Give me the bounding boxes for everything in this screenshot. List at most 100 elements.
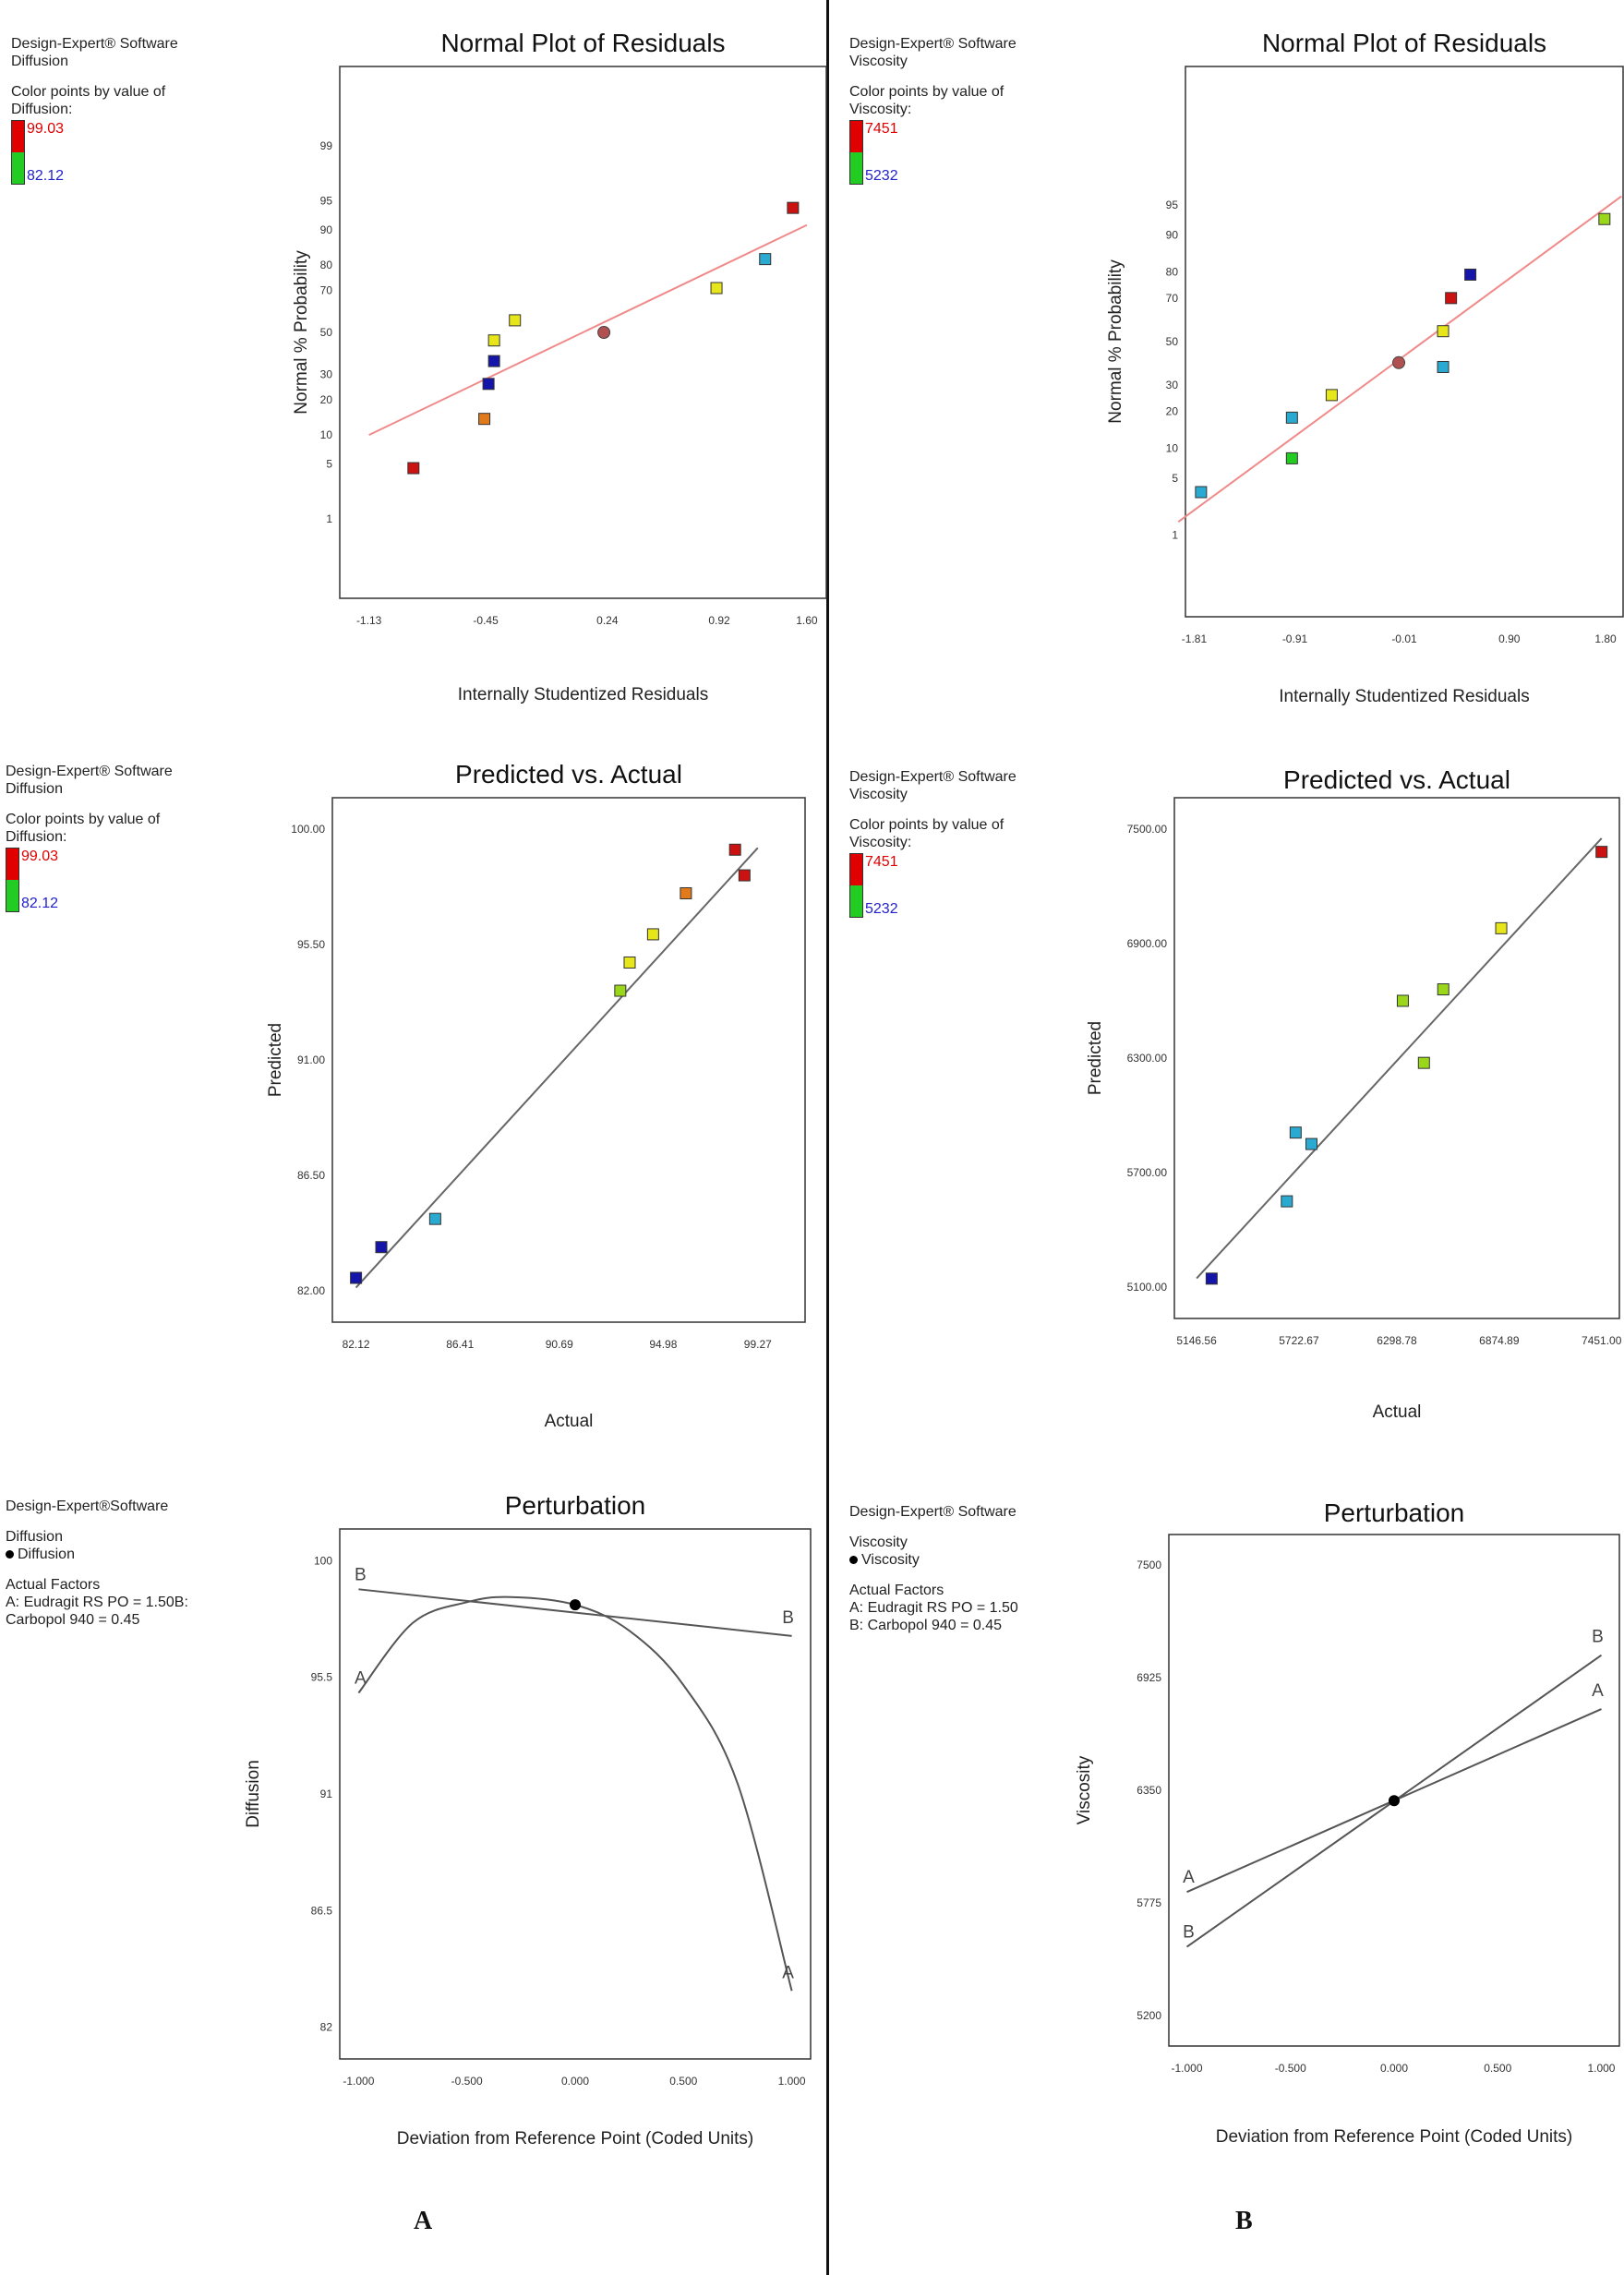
x-tick-label: 0.24	[596, 614, 619, 627]
data-point	[407, 462, 420, 475]
y-axis-label: Viscosity	[1075, 1755, 1094, 1824]
chart-title: Perturbation	[505, 1491, 646, 1520]
factors-title: Actual Factors	[849, 1583, 944, 1598]
x-axis-label: Actual	[545, 1412, 594, 1431]
x-tick-label: 5722.67	[1279, 1334, 1319, 1347]
y-tick-label: 99	[320, 139, 333, 152]
x-tick-label: 0.92	[708, 614, 730, 627]
x-tick-label: -1.13	[356, 614, 382, 627]
color-by-label-2: Viscosity:	[849, 835, 912, 850]
chart-title: Predicted vs. Actual	[1283, 765, 1510, 794]
data-point	[1396, 994, 1409, 1007]
y-tick-label: 5775	[1137, 1896, 1161, 1909]
legend-high: 99.03	[21, 849, 59, 864]
x-tick-label: 7451.00	[1582, 1334, 1622, 1347]
y-tick-label: 82	[320, 2021, 333, 2034]
x-tick-label: -0.500	[451, 2075, 483, 2088]
info-residuals-viscosity: Design-Expert® Software Viscosity Color …	[849, 35, 1017, 185]
series-label-end: B	[782, 1608, 794, 1628]
y-tick-label: 1	[1172, 528, 1178, 541]
info-residuals-diffusion: Design-Expert® Software Diffusion Color …	[11, 35, 178, 185]
x-axis-label: Deviation from Reference Point (Coded Un…	[1216, 2127, 1573, 2147]
y-tick-label: 20	[1166, 405, 1179, 418]
y-tick-label: 90	[320, 223, 333, 236]
response-label: Viscosity	[849, 787, 908, 802]
data-point	[1205, 1272, 1218, 1285]
data-point	[1417, 1056, 1430, 1069]
y-axis-label: Diffusion	[244, 1760, 263, 1828]
data-point	[1305, 1138, 1317, 1150]
x-tick-label: 6874.89	[1479, 1334, 1520, 1347]
data-point	[1437, 360, 1450, 373]
data-point	[1464, 268, 1477, 281]
x-tick-label: 94.98	[649, 1338, 677, 1351]
data-point	[1281, 1195, 1293, 1208]
y-tick-label: 30	[320, 367, 333, 380]
reference-point	[570, 1599, 581, 1611]
data-point	[1289, 1126, 1302, 1139]
series-line-B	[358, 1588, 792, 1637]
color-legend: 99.03 82.12	[6, 848, 173, 912]
y-tick-label: 5700.00	[1127, 1166, 1168, 1179]
legend-high: 7451	[865, 854, 898, 870]
legend-low: 5232	[865, 901, 898, 917]
series-label-start: A	[355, 1669, 367, 1689]
y-tick-label: 95	[1166, 199, 1179, 211]
data-point	[1437, 983, 1450, 996]
x-tick-label: -0.45	[473, 614, 499, 627]
y-tick-label: 100.00	[291, 823, 325, 836]
y-tick-label: 1	[326, 512, 332, 525]
x-tick-label: 90.69	[546, 1338, 573, 1351]
factor-a: A: Eudragit RS PO = 1.50B:	[6, 1595, 188, 1610]
y-tick-label: 86.50	[297, 1169, 325, 1182]
y-tick-label: 70	[320, 284, 333, 297]
y-tick-label: 86.5	[311, 1904, 333, 1917]
data-point	[1437, 325, 1450, 338]
y-tick-label: 5	[326, 458, 332, 471]
x-tick-label: -1.000	[343, 2075, 374, 2088]
legend-low: 82.12	[27, 168, 65, 184]
reference-dot-icon	[6, 1550, 14, 1559]
data-point	[614, 984, 627, 997]
color-legend: 7451 5232	[849, 120, 1017, 185]
x-tick-label: 1.60	[796, 614, 818, 627]
y-tick-label: 82.00	[297, 1284, 325, 1297]
x-tick-label: -1.000	[1172, 2062, 1203, 2075]
y-axis-label: Normal % Probability	[292, 250, 311, 415]
data-point	[1285, 451, 1298, 464]
y-tick-label: 6925	[1137, 1671, 1161, 1684]
color-by-label: Color points by value of	[6, 812, 161, 827]
data-point	[1392, 355, 1406, 369]
reference-point	[1389, 1795, 1400, 1807]
x-tick-label: 99.27	[744, 1338, 772, 1351]
response-label: Diffusion	[6, 1529, 63, 1545]
data-point	[1195, 486, 1208, 499]
legend-item: Viscosity	[849, 1551, 1018, 1569]
data-point	[478, 413, 491, 426]
factor-a: A: Eudragit RS PO = 1.50	[849, 1600, 1018, 1616]
color-by-label: Color points by value of	[849, 817, 1004, 833]
data-point	[487, 334, 500, 347]
chart-title: Predicted vs. Actual	[455, 760, 682, 788]
color-by-label: Color points by value of	[849, 84, 1004, 100]
fit-line	[368, 223, 808, 437]
factors-title: Actual Factors	[6, 1577, 101, 1593]
data-point	[1598, 212, 1611, 225]
color-by-label: Color points by value of	[11, 84, 166, 100]
chart-3	[331, 797, 806, 1323]
y-axis-label: Predicted	[266, 1023, 285, 1097]
data-point	[623, 956, 636, 969]
chart-title: Perturbation	[1324, 1499, 1465, 1527]
series-label-start: B	[355, 1565, 367, 1584]
data-point	[1285, 411, 1298, 424]
info-predicted-diffusion: Design-Expert® Software Diffusion Color …	[6, 763, 173, 912]
series-label-start: B	[1183, 1923, 1195, 1943]
legend-high: 99.03	[27, 121, 65, 137]
x-axis-label: Actual	[1373, 1402, 1422, 1422]
reference-dot-icon	[849, 1556, 858, 1565]
y-axis-label: Predicted	[1086, 1021, 1105, 1095]
series-label-end: A	[782, 1963, 794, 1982]
chart-2	[1177, 66, 1624, 618]
y-tick-label: 7500.00	[1127, 823, 1168, 836]
info-perturbation-viscosity: Design-Expert® Software Viscosity Viscos…	[849, 1503, 1018, 1634]
